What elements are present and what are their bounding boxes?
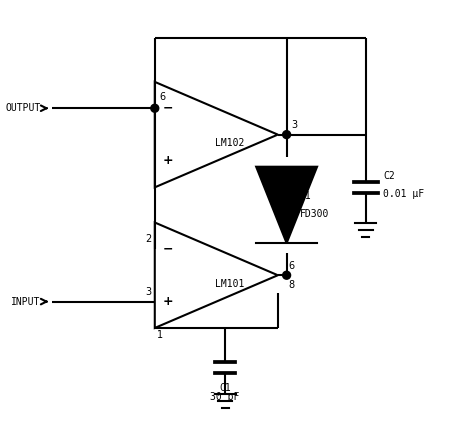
Text: OUTPUT: OUTPUT bbox=[5, 103, 40, 113]
Text: 2: 2 bbox=[145, 234, 151, 244]
Text: +: + bbox=[162, 295, 173, 308]
Text: INPUT: INPUT bbox=[11, 297, 40, 307]
Text: D1: D1 bbox=[299, 191, 311, 201]
Text: LM102: LM102 bbox=[214, 138, 244, 148]
Text: −: − bbox=[162, 243, 173, 255]
Text: FD300: FD300 bbox=[299, 209, 329, 218]
Text: 3: 3 bbox=[291, 120, 297, 130]
Text: 8: 8 bbox=[288, 280, 294, 290]
Text: C2: C2 bbox=[382, 171, 394, 182]
Text: 6: 6 bbox=[159, 92, 165, 102]
Text: 1: 1 bbox=[157, 330, 163, 340]
Text: C1: C1 bbox=[219, 383, 230, 393]
Text: LM101: LM101 bbox=[214, 279, 244, 289]
Polygon shape bbox=[256, 167, 316, 243]
Text: 3: 3 bbox=[145, 287, 151, 297]
Text: +: + bbox=[162, 154, 173, 167]
Circle shape bbox=[282, 271, 290, 279]
Circle shape bbox=[151, 104, 158, 112]
Text: −: − bbox=[162, 102, 173, 115]
Text: 6: 6 bbox=[288, 261, 294, 271]
Circle shape bbox=[282, 131, 290, 138]
Text: 30 pF: 30 pF bbox=[210, 392, 239, 402]
Text: 0.01 μF: 0.01 μF bbox=[382, 189, 424, 199]
